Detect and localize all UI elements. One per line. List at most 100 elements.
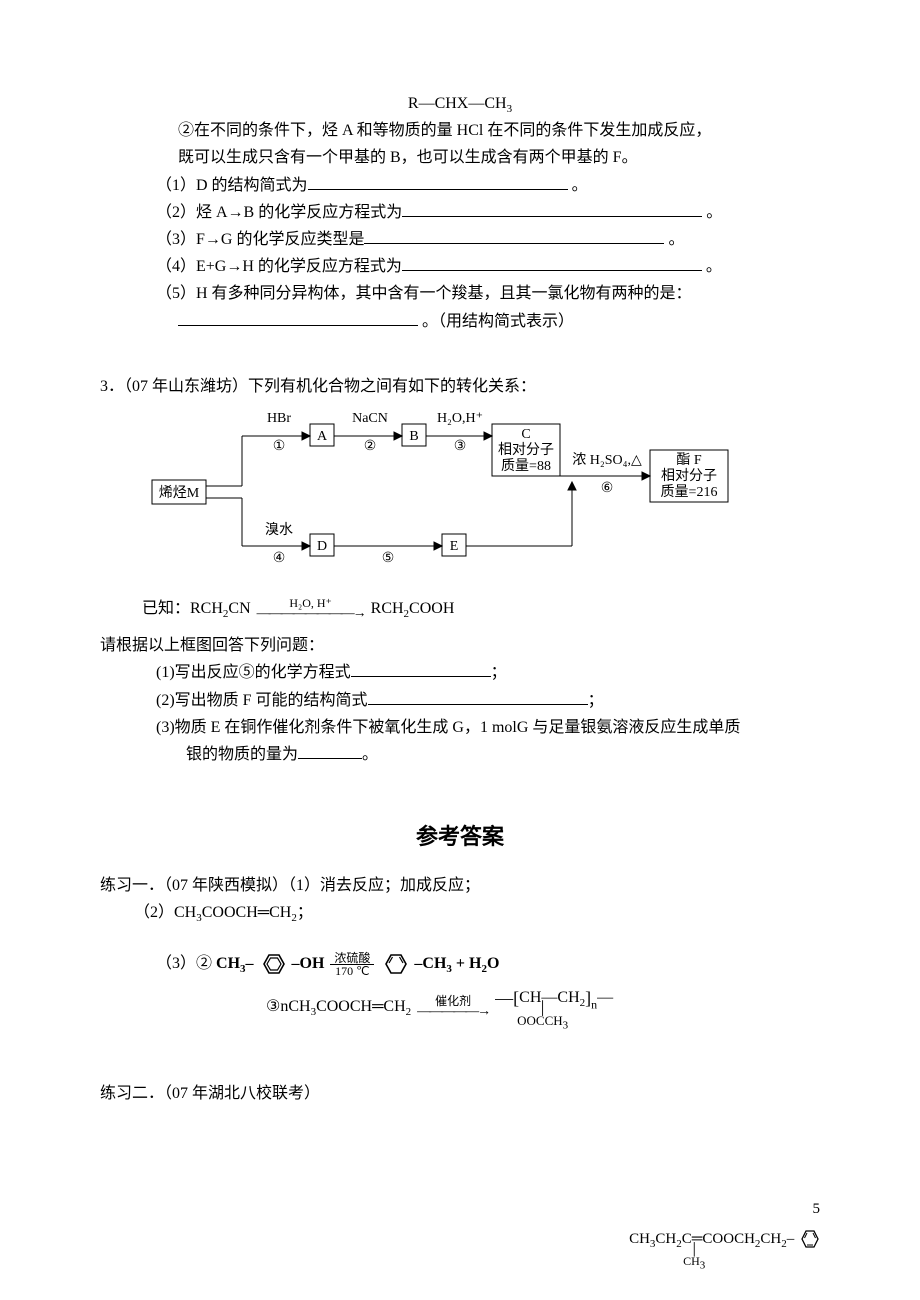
text: COOCH═CH [316, 998, 406, 1015]
punct: 。 [362, 746, 378, 763]
text: — [597, 989, 613, 1006]
svg-text:D: D [317, 539, 327, 554]
text: CH [629, 1231, 650, 1247]
p3-q1: (1)写出反应⑤的化学方程式 ； [100, 659, 820, 686]
svg-text:E: E [450, 539, 459, 554]
reaction-arrow: 浓硫酸 170 ℃ [330, 952, 374, 977]
answer-ex1-rxn2: （3）② CH3– –OH 浓硫酸 170 ℃ –CH3 + H2O [156, 950, 820, 977]
text: CH [683, 1254, 700, 1268]
text: OOCCH [517, 1013, 563, 1028]
punct: ； [588, 692, 604, 709]
condition-2-line1: ②在不同的条件下，烃 A 和等物质的量 HCl 在不同的条件下发生加成反应， [100, 117, 820, 144]
p3-q3-l2-pre: 银的物质的量为 [186, 746, 298, 763]
sub: 3 [700, 1259, 706, 1271]
svg-text:①: ① [273, 439, 286, 454]
blank[interactable] [298, 741, 362, 759]
question-1: （1）D 的结构简式为 。 [100, 172, 820, 199]
sub: 3 [507, 103, 513, 115]
svg-text:酯 F: 酯 F [676, 452, 701, 468]
polymer-unit: —[CH—CH2]n— │ OOCCH3 [495, 983, 613, 1032]
text: （2）CH [134, 904, 196, 921]
blank[interactable] [364, 226, 664, 244]
svg-text:⑥: ⑥ [601, 481, 614, 496]
svg-text:质量=88: 质量=88 [501, 458, 551, 474]
q2-label: （2）烃 A→B 的化学反应方程式为 [156, 204, 402, 221]
svg-text:⑤: ⑤ [382, 551, 395, 566]
punct: 。 [664, 231, 684, 248]
q3-label: （3）F→G 的化学反应类型是 [156, 231, 364, 248]
top-formula-text: R—CHX—CH [408, 95, 507, 112]
svg-text:HBr: HBr [267, 411, 291, 426]
text: CH [216, 955, 240, 972]
reaction-diagram: 烯烃M HBr ① A NaCN ② B H₂O,H⁺ [142, 406, 820, 585]
p3-q3-line1: (3)物质 E 在铜作催化剂条件下被氧化生成 G，1 molG 与足量银氨溶液反… [100, 714, 820, 741]
bracket-right: ]n [585, 988, 597, 1008]
answers-title: 参考答案 [100, 818, 820, 855]
svg-text:③: ③ [454, 439, 467, 454]
q1-label: （1）D 的结构简式为 [156, 177, 308, 194]
answer-ex1-line1: 练习一．（07 年陕西模拟）（1）消去反应；加成反应； [100, 872, 820, 899]
question-5-line2: 。（用结构简式表示） [100, 308, 820, 335]
side-chain: │ OOCCH3 [517, 1001, 568, 1027]
arrow-line: ————————→ [257, 607, 365, 621]
footer-formula: CH3CH2C═COOCH2CH2– │ CH3 [629, 1227, 820, 1269]
arrow-bot: 170 ℃ [330, 965, 374, 977]
spacer [100, 926, 820, 944]
p3-q1-label: (1)写出反应⑤的化学方程式 [156, 664, 351, 681]
text: CH [760, 1231, 781, 1247]
sub: 3 [563, 1020, 569, 1032]
blank[interactable] [308, 172, 568, 190]
arrow-line: —————→ [417, 1005, 489, 1019]
punct: ； [491, 664, 507, 681]
svg-text:C: C [521, 427, 530, 442]
known-rhs-end: COOH [409, 600, 454, 617]
svg-text:B: B [409, 429, 418, 444]
dash: – [787, 1231, 795, 1247]
answer-ex2-header: 练习二．（07 年湖北八校联考） [100, 1080, 820, 1107]
reaction-arrow: 催化剂 —————→ [417, 995, 489, 1019]
punct: ； [297, 904, 313, 921]
q4-label: （4）E+G→H 的化学反应方程式为 [156, 258, 402, 275]
problem-3-prompt: 请根据以上框图回答下列问题： [100, 632, 820, 659]
footer-formula-main: CH3CH2C═COOCH2CH2– │ CH3 [629, 1227, 820, 1269]
benzene-icon [258, 953, 288, 975]
svg-text:相对分子: 相对分子 [498, 442, 554, 458]
blank[interactable] [351, 660, 491, 678]
text: O [487, 955, 499, 972]
top-formula: R—CHX—CH3 [100, 90, 820, 117]
question-4: （4）E+G→H 的化学反应方程式为 。 [100, 253, 820, 280]
punct: 。 [702, 204, 722, 221]
blank[interactable] [402, 199, 702, 217]
bracket-left: —[ [495, 988, 519, 1008]
sub: 2 [406, 1006, 412, 1018]
p3-q2-label: (2)写出物质 F 可能的结构简式 [156, 692, 368, 709]
question-5-line1: （5）H 有多种同分异构体，其中含有一个羧基，且其一氯化物有两种的是： [100, 280, 820, 307]
reaction-arrow: H₂O, H⁺ ————————→ [257, 597, 365, 621]
known-prefix: 已知：RCH [142, 600, 223, 617]
problem-3-header: 3．（07 年山东潍坊）下列有机化合物之间有如下的转化关系： [100, 373, 820, 400]
arrow-top: 浓硫酸 [330, 952, 374, 965]
punct: 。 [702, 258, 722, 275]
p3-q3-line2: 银的物质的量为 。 [100, 741, 820, 768]
question-2: （2）烃 A→B 的化学反应方程式为 。 [100, 199, 820, 226]
svg-text:②: ② [364, 439, 377, 454]
svg-text:H₂O,H⁺: H₂O,H⁺ [437, 411, 483, 426]
blank[interactable] [402, 253, 702, 271]
answer-ex1-line2: （2）CH3COOCH═CH2； [100, 899, 820, 926]
condition-2-line2: 既可以生成只含有一个甲基的 B，也可以生成含有两个甲基的 F。 [100, 144, 820, 171]
text: COOCH═CH [202, 904, 292, 921]
svg-text:A: A [317, 429, 328, 444]
svg-text:浓 H₂SO₄,△: 浓 H₂SO₄,△ [572, 452, 642, 468]
document-page: R—CHX—CH3 ②在不同的条件下，烃 A 和等物质的量 HCl 在不同的条件… [0, 0, 920, 1300]
rxn2-prefix: （3）② [156, 955, 216, 972]
blank[interactable] [368, 687, 588, 705]
blank[interactable] [178, 308, 418, 326]
known-reaction: 已知：RCH2CN H₂O, H⁺ ————————→ RCH2COOH [142, 595, 820, 622]
text: – [246, 955, 254, 972]
p3-q2: (2)写出物质 F 可能的结构简式 ； [100, 687, 820, 714]
benzene-icon [798, 1228, 820, 1250]
diagram-svg: 烯烃M HBr ① A NaCN ② B H₂O,H⁺ [142, 406, 742, 576]
side-chain: │ CH3 [683, 1243, 705, 1267]
svg-text:④: ④ [273, 551, 286, 566]
page-number: 5 [813, 1197, 821, 1223]
